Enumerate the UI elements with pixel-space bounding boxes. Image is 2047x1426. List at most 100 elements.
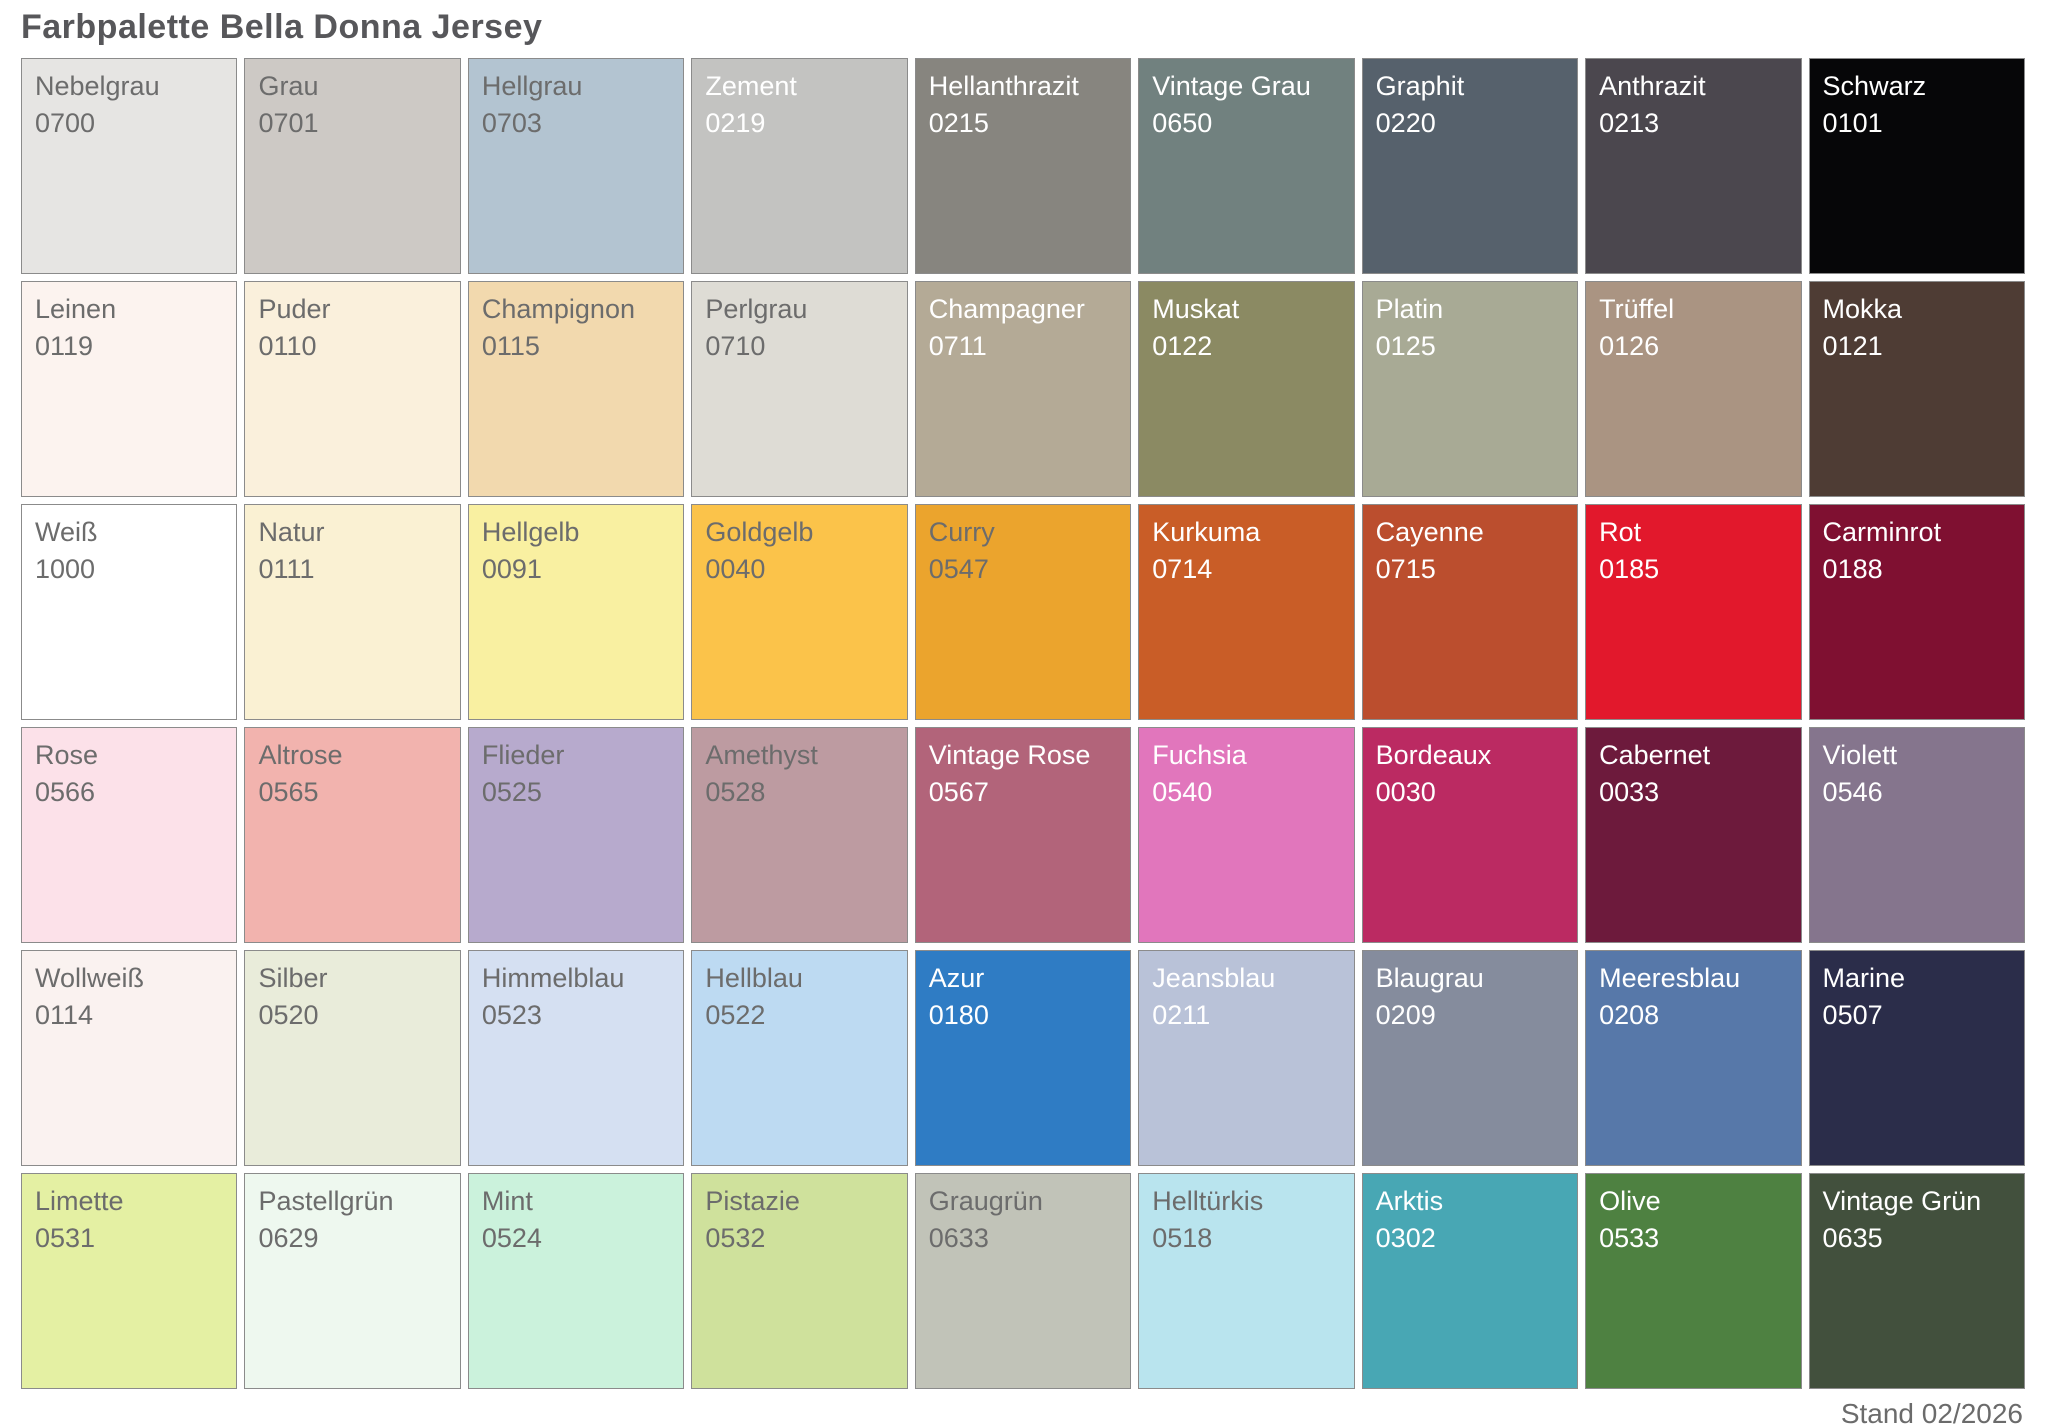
- swatch-code: 0115: [481, 331, 540, 361]
- color-swatch: Vintage Grau 0650: [1138, 58, 1355, 274]
- color-swatch: Himmelblau 0523: [467, 950, 685, 1166]
- swatch-name: Cayenne: [1375, 517, 1484, 547]
- color-swatch: Zement 0219: [691, 58, 908, 274]
- swatch-name: Graugrün: [928, 1186, 1043, 1216]
- swatch-code: 0219: [705, 108, 766, 138]
- color-swatch: Hellgrau 0703: [467, 58, 685, 274]
- swatch-code: 0215: [928, 108, 989, 138]
- color-swatch: Hellanthrazit 0215: [914, 58, 1132, 274]
- color-swatch: Pistazie 0532: [691, 1173, 908, 1389]
- swatch-name: Meeresblau: [1599, 963, 1741, 993]
- swatch-code: 0633: [928, 1223, 989, 1253]
- swatch-name: Himmelblau: [481, 963, 625, 993]
- swatch-code: 0528: [705, 777, 766, 807]
- swatch-code: 0180: [928, 1000, 989, 1030]
- swatch-name: Rot: [1599, 517, 1642, 547]
- swatch-name: Curry: [928, 517, 995, 547]
- swatch-code: 0302: [1375, 1223, 1436, 1253]
- color-swatch: Champagner 0711: [914, 281, 1132, 497]
- color-swatch: Wollweiß 0114: [21, 950, 238, 1166]
- color-swatch: Goldgelb 0040: [691, 504, 908, 720]
- swatch-code: 0111: [258, 554, 315, 584]
- swatch-code: 0701: [258, 108, 319, 138]
- swatch-code: 0101: [1822, 108, 1883, 138]
- swatch-name: Hellanthrazit: [928, 71, 1079, 101]
- swatch-code: 0030: [1375, 777, 1436, 807]
- color-swatch: Olive 0533: [1585, 1173, 1802, 1389]
- color-swatch: Natur 0111: [244, 504, 461, 720]
- color-swatch: Cayenne 0715: [1361, 504, 1579, 720]
- swatch-name: Natur: [258, 517, 325, 547]
- swatch-name: Muskat: [1152, 294, 1240, 324]
- color-swatch: Perlgrau 0710: [691, 281, 908, 497]
- revision-date: Stand 02/2026: [1840, 1398, 2023, 1426]
- color-swatch: Muskat 0122: [1138, 281, 1355, 497]
- swatch-name: Olive: [1599, 1186, 1661, 1216]
- color-swatch: Altrose 0565: [244, 727, 461, 943]
- swatch-name: Hellgrau: [481, 71, 583, 101]
- swatch-code: 0533: [1599, 1223, 1660, 1253]
- color-swatch: Jeansblau 0211: [1138, 950, 1355, 1166]
- swatch-code: 0524: [481, 1223, 542, 1253]
- swatch-code: 1000: [35, 554, 96, 584]
- color-swatch: Hellgelb 0091: [467, 504, 685, 720]
- swatch-name: Hellgelb: [481, 517, 580, 547]
- color-swatch: Marine 0507: [1808, 950, 2025, 1166]
- swatch-code: 0188: [1822, 554, 1883, 584]
- swatch-code: 0211: [1152, 1000, 1211, 1030]
- color-swatch: Graugrün 0633: [914, 1173, 1132, 1389]
- swatch-name: Champagner: [928, 294, 1085, 324]
- swatch-name: Pastellgrün: [258, 1186, 394, 1216]
- color-swatch: Hellblau 0522: [691, 950, 908, 1166]
- swatch-code: 0703: [481, 108, 542, 138]
- swatch-name: Pistazie: [705, 1186, 800, 1216]
- color-swatch: Helltürkis 0518: [1138, 1173, 1355, 1389]
- swatch-code: 0565: [258, 777, 319, 807]
- color-swatch: Violett 0546: [1808, 727, 2025, 943]
- swatch-name: Mint: [481, 1186, 533, 1216]
- swatch-code: 0220: [1375, 108, 1436, 138]
- color-swatch: Meeresblau 0208: [1585, 950, 1802, 1166]
- swatch-name: Wollweiß: [35, 963, 145, 993]
- swatch-name: Cabernet: [1599, 740, 1711, 770]
- swatch-name: Vintage Grau: [1152, 71, 1311, 101]
- swatch-code: 0122: [1152, 331, 1213, 361]
- swatch-name: Leinen: [35, 294, 117, 324]
- swatch-name: Fuchsia: [1152, 740, 1247, 770]
- swatch-code: 0185: [1599, 554, 1660, 584]
- swatch-name: Platin: [1375, 294, 1444, 324]
- swatch-name: Azur: [928, 963, 985, 993]
- swatch-name: Nebelgrau: [35, 71, 160, 101]
- swatch-code: 0523: [481, 1000, 542, 1030]
- color-swatch: Kurkuma 0714: [1138, 504, 1355, 720]
- color-swatch: Puder 0110: [244, 281, 461, 497]
- swatch-name: Marine: [1822, 963, 1906, 993]
- swatch-name: Champignon: [481, 294, 635, 324]
- swatch-code: 0126: [1599, 331, 1660, 361]
- color-swatch: Pastellgrün 0629: [244, 1173, 461, 1389]
- color-swatch: Limette 0531: [21, 1173, 238, 1389]
- swatch-code: 0635: [1822, 1223, 1883, 1253]
- palette-grid: Nebelgrau 0700 Grau 0701 Hellgrau 0703 Zement 0…: [21, 58, 2025, 1389]
- swatch-name: Altrose: [258, 740, 343, 770]
- swatch-code: 0715: [1375, 554, 1436, 584]
- color-swatch: Curry 0547: [914, 504, 1132, 720]
- swatch-name: Trüffel: [1599, 294, 1675, 324]
- swatch-name: Blaugrau: [1375, 963, 1484, 993]
- color-swatch: Fuchsia 0540: [1138, 727, 1355, 943]
- color-swatch: Silber 0520: [244, 950, 461, 1166]
- color-swatch: Cabernet 0033: [1585, 727, 1802, 943]
- swatch-name: Bordeaux: [1375, 740, 1492, 770]
- swatch-name: Perlgrau: [705, 294, 808, 324]
- swatch-code: 0650: [1152, 108, 1213, 138]
- swatch-name: Goldgelb: [705, 517, 814, 547]
- swatch-code: 0213: [1599, 108, 1660, 138]
- color-swatch: Anthrazit 0213: [1585, 58, 1802, 274]
- swatch-name: Violett: [1822, 740, 1898, 770]
- swatch-name: Mokka: [1822, 294, 1903, 324]
- swatch-code: 0710: [705, 331, 766, 361]
- color-swatch: Arktis 0302: [1361, 1173, 1579, 1389]
- swatch-name: Grau: [258, 71, 319, 101]
- swatch-code: 0507: [1822, 1000, 1883, 1030]
- swatch-code: 0711: [928, 331, 987, 361]
